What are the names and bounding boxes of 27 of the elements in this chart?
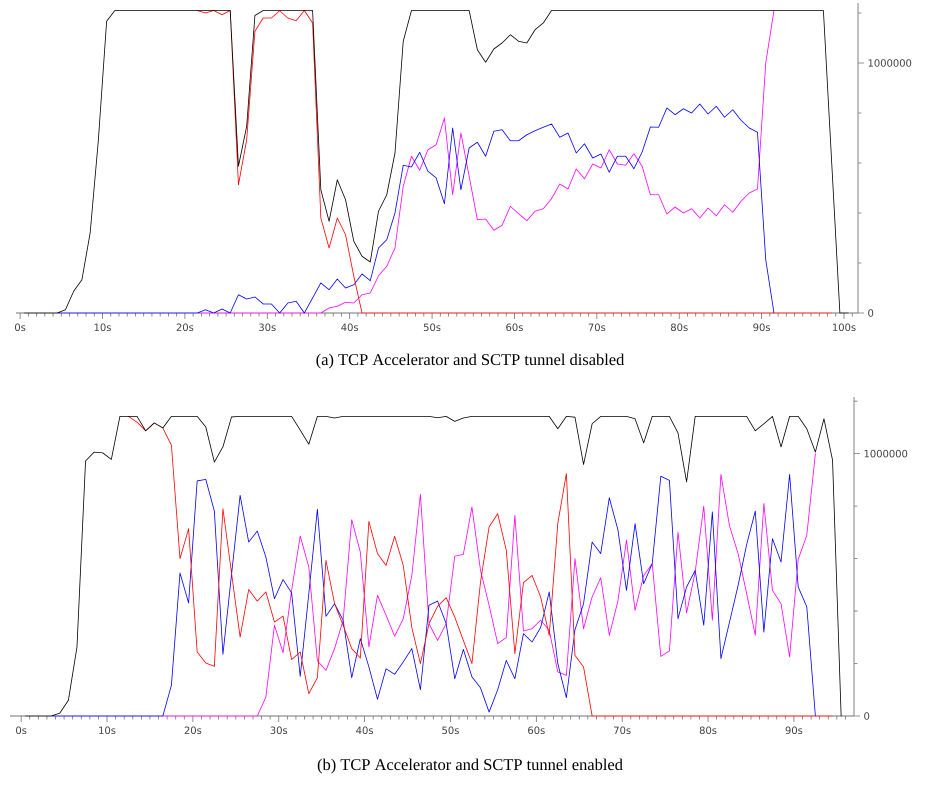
- x-tick-label: 60s: [506, 324, 523, 332]
- x-tick-label: 30s: [259, 324, 276, 332]
- x-tick-label: 90s: [753, 324, 770, 332]
- y-tick-label: 0: [864, 712, 870, 720]
- x-tick-label: 60s: [528, 726, 545, 734]
- x-tick-label: 40s: [356, 726, 374, 734]
- text: (a) TCP Accelerator and SCTP tunnel disabled: [316, 354, 624, 368]
- x-tick-label: 50s: [442, 726, 459, 734]
- x-tick-label: 30s: [270, 726, 288, 734]
- x-tick-label: 0s: [16, 726, 26, 734]
- y-tick-label: 1000000: [864, 450, 908, 458]
- y-tick-label: 0: [868, 309, 874, 317]
- x-tick-label: 40s: [341, 324, 358, 332]
- x-tick-label: 100s: [832, 324, 856, 332]
- x-tick-label: 90s: [786, 726, 802, 734]
- x-tick-label: 80s: [670, 324, 688, 332]
- x-tick-label: 20s: [184, 726, 202, 734]
- x-tick-label: 70s: [614, 726, 631, 734]
- x-tick-label: 20s: [176, 324, 194, 332]
- text: (b) TCP Accelerator and SCTP tunnel enabled: [318, 758, 623, 774]
- x-tick-label: 50s: [424, 324, 441, 332]
- x-tick-label: 0s: [15, 324, 26, 332]
- x-tick-label: 80s: [700, 726, 716, 734]
- x-tick-label: 70s: [588, 324, 606, 332]
- y-tick-label: 1000000: [868, 59, 912, 67]
- x-tick-label: 10s: [94, 324, 111, 332]
- x-tick-label: 10s: [99, 726, 116, 734]
